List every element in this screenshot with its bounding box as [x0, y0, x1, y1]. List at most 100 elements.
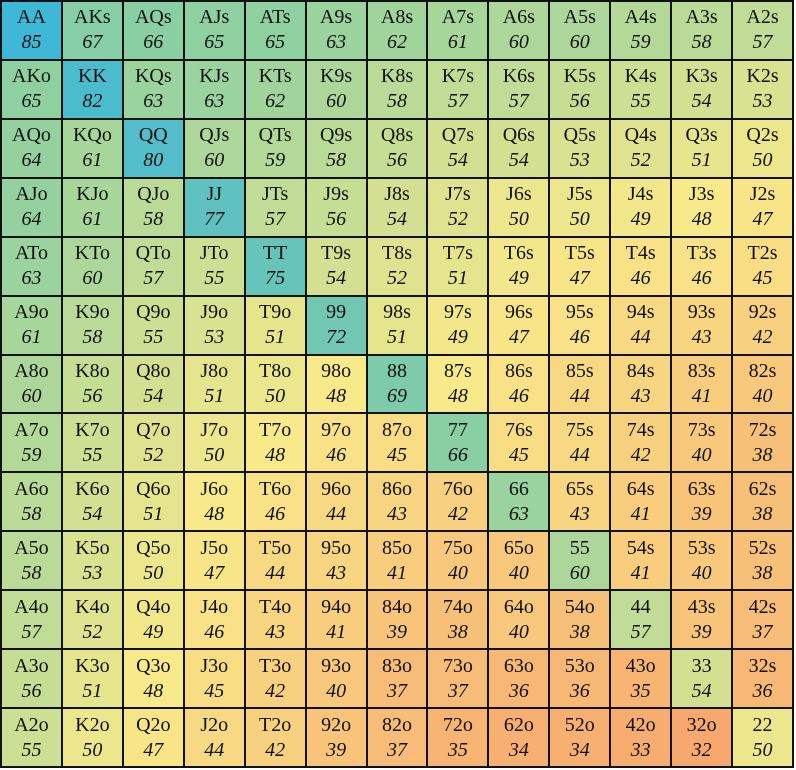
hand-cell: 87s 48	[428, 355, 488, 413]
equity-value: 56	[21, 679, 42, 702]
hand-label: K5o	[75, 536, 110, 559]
hand-cell: A8s 62	[367, 2, 427, 59]
hand-cell: T9o 51	[245, 296, 305, 354]
hand-cell: T3o 42	[245, 650, 305, 708]
hand-label: 62o	[503, 713, 534, 736]
hand-cell: J6o 48	[184, 473, 244, 531]
hand-label: 84s	[626, 359, 655, 382]
hand-label: QTo	[135, 242, 171, 265]
equity-value: 59	[630, 31, 651, 54]
hand-label: T3o	[259, 654, 292, 677]
hand-cell: 52s 38	[733, 532, 792, 590]
equity-value: 46	[204, 620, 225, 643]
hand-label: A4s	[624, 6, 657, 29]
hand-label: KJo	[76, 183, 109, 206]
equity-value: 54	[82, 502, 103, 525]
equity-value: 40	[691, 561, 712, 584]
equity-value: 44	[326, 502, 347, 525]
hand-cell: 42s 37	[733, 591, 792, 649]
hand-label: T8o	[259, 359, 292, 382]
hand-cell: A9o 61	[2, 296, 61, 354]
equity-value: 57	[752, 31, 773, 54]
hand-label: 64s	[626, 477, 655, 500]
equity-value: 58	[691, 31, 712, 54]
hand-label: A2o	[14, 713, 49, 736]
hand-cell: J4o 46	[184, 591, 244, 649]
equity-value: 56	[569, 90, 590, 113]
hand-label: QTs	[258, 124, 292, 147]
hand-label: AQs	[134, 6, 172, 29]
hand-label: KK	[77, 65, 107, 88]
equity-value: 52	[630, 149, 651, 172]
hand-label: KTs	[258, 65, 292, 88]
hand-label: K4o	[75, 595, 110, 618]
hand-cell: 76o 42	[428, 473, 488, 531]
hand-cell: AQo 64	[2, 119, 61, 177]
hand-cell: A4o 57	[2, 591, 61, 649]
hand-label: J3s	[688, 183, 715, 206]
hand-cell: JTo 55	[184, 237, 244, 295]
hand-label: 95s	[565, 301, 594, 324]
hand-label: K3s	[685, 65, 718, 88]
equity-value: 40	[691, 443, 712, 466]
equity-value: 40	[326, 679, 347, 702]
hand-label: K3o	[75, 654, 110, 677]
hand-label: 22	[752, 713, 773, 736]
hand-label: 42o	[625, 713, 656, 736]
equity-value: 42	[265, 679, 286, 702]
hand-cell: 54s 41	[611, 532, 671, 590]
hand-label: K2o	[75, 713, 110, 736]
hand-cell: K9s 60	[306, 60, 366, 118]
equity-value: 59	[265, 149, 286, 172]
hand-cell: T8o 50	[245, 355, 305, 413]
hand-label: AJo	[15, 183, 48, 206]
hand-label: T4o	[259, 595, 292, 618]
hand-label: Q4s	[624, 124, 657, 147]
hand-cell: J8s 54	[367, 178, 427, 236]
hand-cell: K2o 50	[62, 709, 122, 766]
hand-cell: 42o 33	[611, 709, 671, 766]
hand-label: 95o	[321, 536, 352, 559]
equity-value: 51	[143, 502, 164, 525]
hand-label: 74s	[626, 418, 655, 441]
hand-cell: J2o 44	[184, 709, 244, 766]
hand-cell: Q8s 56	[367, 119, 427, 177]
equity-value: 57	[21, 620, 42, 643]
hand-cell: AQs 66	[123, 2, 183, 59]
equity-value: 54	[691, 90, 712, 113]
hand-cell: K7o 55	[62, 414, 122, 472]
hand-cell: AKs 67	[62, 2, 122, 59]
equity-value: 46	[691, 267, 712, 290]
hand-label: QQ	[138, 124, 168, 147]
hand-label: 97o	[321, 418, 352, 441]
equity-value: 36	[569, 679, 590, 702]
hand-label: T2s	[747, 242, 778, 265]
equity-value: 80	[143, 149, 164, 172]
hand-label: Q5s	[563, 124, 596, 147]
hand-label: 98s	[383, 301, 411, 324]
hand-cell: 63o 36	[489, 650, 549, 708]
hand-label: J8s	[384, 183, 410, 206]
hand-label: 85s	[565, 359, 594, 382]
hand-cell: QJs 60	[184, 119, 244, 177]
hand-cell: 92o 39	[306, 709, 366, 766]
equity-value: 60	[508, 31, 529, 54]
equity-value: 38	[752, 561, 773, 584]
hand-cell: K4s 55	[611, 60, 671, 118]
hand-cell: J2s 47	[733, 178, 792, 236]
hand-label: 83o	[381, 654, 412, 677]
equity-value: 38	[447, 620, 468, 643]
equity-value: 40	[752, 384, 773, 407]
hand-label: 62s	[748, 477, 777, 500]
hand-cell: Q3o 48	[123, 650, 183, 708]
equity-value: 39	[386, 620, 407, 643]
hand-cell: Q9s 58	[306, 119, 366, 177]
equity-value: 64	[21, 208, 42, 231]
equity-value: 48	[265, 443, 286, 466]
hand-label: KQs	[134, 65, 172, 88]
hand-cell: A4s 59	[611, 2, 671, 59]
hand-label: K6s	[502, 65, 535, 88]
equity-value: 65	[21, 90, 42, 113]
equity-value: 54	[447, 149, 468, 172]
hand-cell: AKo 65	[2, 60, 61, 118]
